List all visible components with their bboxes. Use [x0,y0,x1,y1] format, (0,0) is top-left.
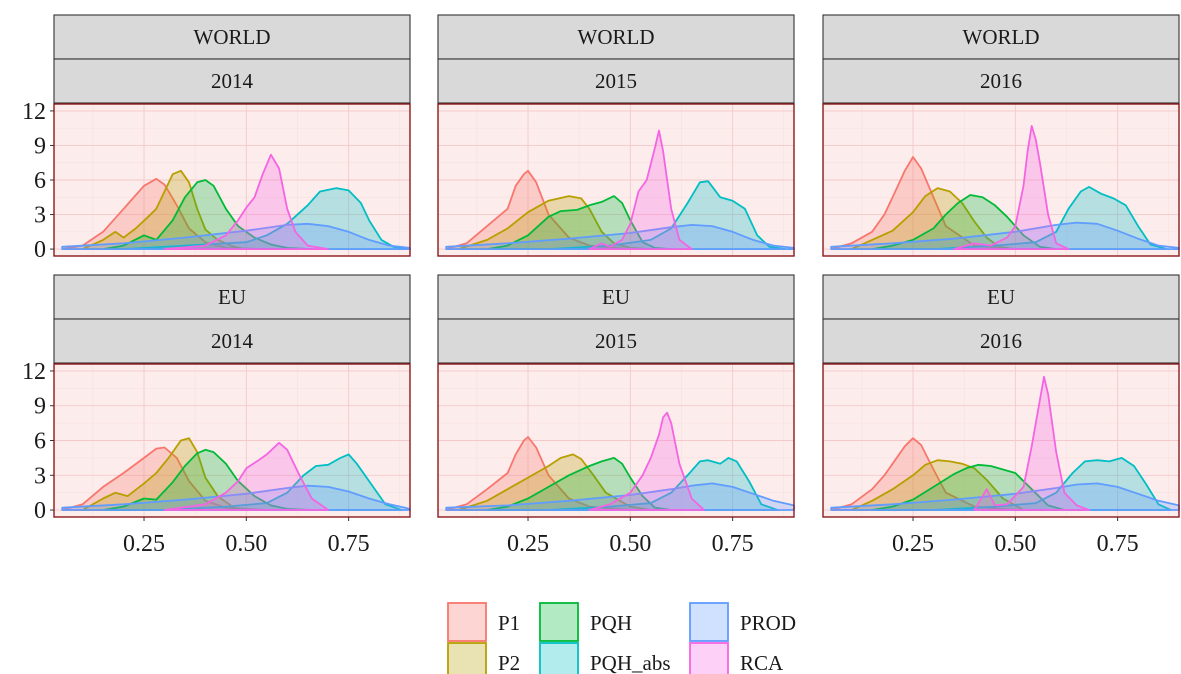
density-area-prod [445,482,795,511]
strip-bottom-box [822,318,1180,364]
legend-label: PQH_abs [590,651,671,674]
density-area-pqh-abs [163,453,403,511]
x-tick-label: 0.50 [225,531,267,557]
density-area-p1 [830,156,1017,250]
x-tick-label: 0.50 [994,531,1036,557]
y-tick-label: 12 [22,99,46,125]
panel-border [822,363,1180,518]
strip-top-label: WORLD [963,25,1040,49]
legend-key-p2 [447,642,487,674]
facet-panel: EU 2014 0 3 6 9 12 0.25 0.50 0.75 [22,274,411,557]
x-tick-label: 0.75 [1097,531,1139,557]
panel-border [437,103,795,257]
x-tick-label: 0.75 [328,531,370,557]
facet-panel: WORLD 2016 [822,14,1180,257]
strip-bottom-box [53,58,411,104]
density-area-pqh [486,457,673,511]
density-area-p2 [81,169,248,250]
strip-top-box [822,14,1180,60]
density-area-p2 [81,437,248,511]
panel-border [822,103,1180,257]
strip-top-box [53,14,411,60]
density-area-prod [445,224,795,250]
legend-label: PROD [740,611,796,635]
density-area-p1 [61,177,268,250]
strip-bottom-box [53,318,411,364]
density-area-p2 [850,187,1017,250]
strip-bottom-box [437,58,795,104]
y-tick-label: 0 [34,498,46,524]
density-area-prod [61,484,411,511]
strip-bottom-label: 2015 [595,69,637,93]
y-tick-label: 3 [34,203,46,229]
density-area-pqh-abs [547,180,787,250]
strip-top-box [822,274,1180,320]
strip-top-label: EU [218,285,246,309]
legend-label: P1 [498,611,520,635]
x-tick-label: 0.75 [712,531,754,557]
y-tick-label: 9 [34,394,46,420]
density-area-prod [830,221,1180,250]
legend-key-p1 [447,602,487,642]
density-area-pqh [102,448,313,511]
facet-panel: WORLD 2015 [437,14,795,257]
strip-bottom-box [437,318,795,364]
density-area-rca [163,153,330,250]
strip-bottom-label: 2016 [980,69,1022,93]
facet-panel: EU 2016 0.25 0.50 0.75 [822,274,1180,557]
density-area-rca [588,129,693,250]
facet-panel: EU 2015 0.25 0.50 0.75 [437,274,795,557]
strip-top-label: EU [987,285,1015,309]
y-tick-label: 0 [34,237,46,263]
legend-key-pqh [539,602,579,642]
density-area-pqh [871,194,1058,250]
x-tick-label: 0.25 [892,531,934,557]
density-area-rca [953,125,1070,250]
density-area-pqh-abs [547,457,779,511]
y-tick-label: 9 [34,133,46,159]
density-area-prod [830,482,1180,511]
x-tick-label: 0.25 [507,531,549,557]
panel-border [437,363,795,518]
strip-bottom-box [822,58,1180,104]
strip-top-box [437,14,795,60]
strip-bottom-label: 2015 [595,329,637,353]
density-area-rca [163,441,330,511]
legend-key-prod [689,602,729,642]
density-area-pqh [871,463,1066,511]
legend-key-rca [689,642,729,674]
density-area-p1 [445,436,632,511]
strip-bottom-label: 2016 [980,329,1022,353]
y-tick-label: 6 [34,429,46,455]
density-area-p2 [457,453,652,511]
x-tick-label: 0.25 [123,531,165,557]
density-area-rca [588,411,705,511]
facet-panel: WORLD 2014 0 3 6 9 12 [22,14,411,263]
strip-top-label: EU [602,285,630,309]
density-area-p1 [445,169,632,250]
strip-bottom-label: 2014 [211,69,254,93]
strip-top-box [53,274,411,320]
strip-top-label: WORLD [578,25,655,49]
density-area-pqh [102,179,313,250]
strip-bottom-label: 2014 [211,329,254,353]
y-tick-label: 3 [34,463,46,489]
legend-key-pqh-abs [539,642,579,674]
density-area-pqh [486,195,673,250]
y-tick-label: 12 [22,359,46,385]
legend-label: RCA [740,651,784,674]
x-tick-label: 0.50 [609,531,651,557]
strip-top-label: WORLD [194,25,271,49]
legend-label: PQH [590,611,632,635]
y-tick-label: 6 [34,168,46,194]
legend: P1 P2 PQH PQH_abs PROD RCA [447,602,796,674]
density-area-rca [973,375,1090,511]
density-area-p1 [830,437,1017,511]
density-area-prod [61,222,411,250]
legend-label: P2 [498,651,520,674]
